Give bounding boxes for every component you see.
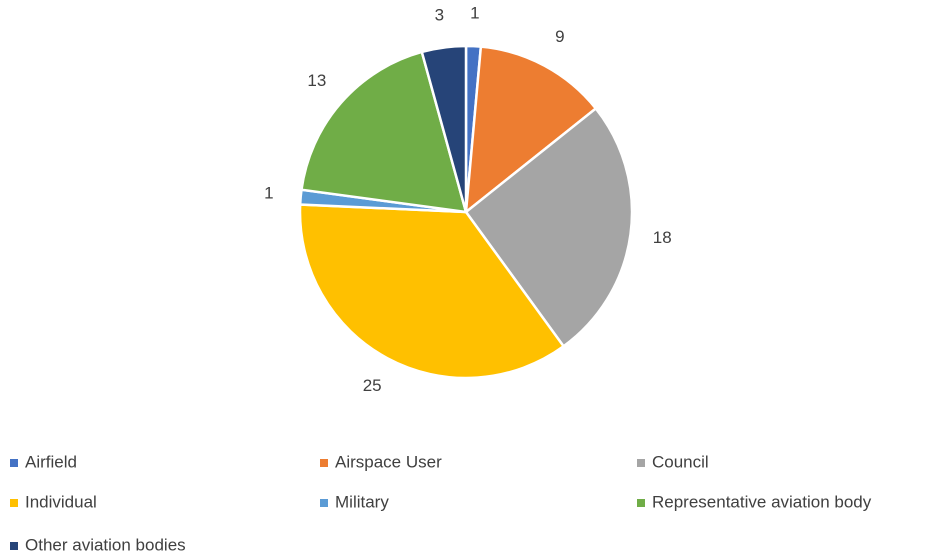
data-label: 9 <box>555 27 564 46</box>
legend-marker <box>10 542 18 550</box>
data-label: 18 <box>653 228 672 247</box>
legend-marker <box>10 499 18 507</box>
legend-marker <box>637 499 645 507</box>
legend-label: Other aviation bodies <box>25 535 186 554</box>
legend-marker <box>637 459 645 467</box>
legend-label: Airfield <box>25 452 77 471</box>
pie-slice <box>300 50 468 214</box>
data-label: 25 <box>363 376 382 395</box>
pie-slice <box>464 106 634 349</box>
legend-marker <box>10 459 18 467</box>
data-label: 1 <box>264 184 273 203</box>
legend-label: Military <box>335 492 389 511</box>
pie-slice <box>420 44 468 213</box>
data-label: 3 <box>435 5 444 24</box>
legend-marker <box>320 499 328 507</box>
pie-slice <box>464 45 598 215</box>
legend-label: Airspace User <box>335 452 442 471</box>
legend-label: Individual <box>25 492 97 511</box>
legend-label: Representative aviation body <box>652 492 872 511</box>
data-label: 1 <box>470 4 479 23</box>
legend-marker <box>320 459 328 467</box>
pie-slice <box>298 203 566 380</box>
data-label: 13 <box>307 71 326 90</box>
legend-label: Council <box>652 452 709 471</box>
